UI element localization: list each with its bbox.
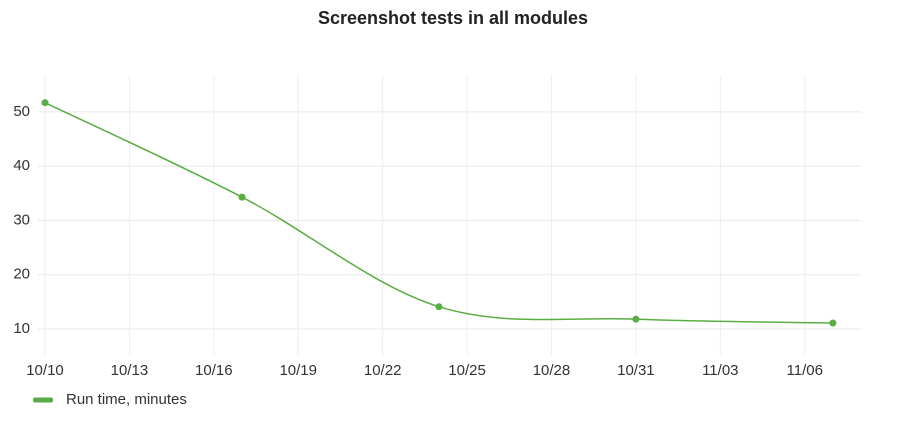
series-line <box>44 101 833 324</box>
x-tick-label: 11/03 <box>702 362 738 379</box>
y-tick-label: 10 <box>13 320 30 337</box>
legend-label: Run time, minutes <box>66 391 187 408</box>
data-point <box>435 303 443 311</box>
data-point <box>632 315 640 323</box>
legend-swatch <box>33 397 53 403</box>
y-tick-label: 40 <box>13 157 30 174</box>
x-tick-label: 10/13 <box>111 362 149 379</box>
y-tick-label: 30 <box>13 211 30 228</box>
data-point <box>829 319 837 327</box>
y-tick-label: 20 <box>13 266 30 283</box>
x-tick-label: 10/19 <box>279 362 317 379</box>
x-tick-label: 10/28 <box>533 362 571 379</box>
x-tick-label: 10/22 <box>364 362 402 379</box>
chart-title: Screenshot tests in all modules <box>318 8 588 28</box>
x-tick-label: 10/31 <box>617 362 655 379</box>
x-tick-label: 10/16 <box>195 362 233 379</box>
x-tick-label: 11/06 <box>787 362 823 379</box>
x-tick-label: 10/25 <box>448 362 486 379</box>
x-tick-label: 10/10 <box>26 362 64 379</box>
data-point <box>238 193 246 201</box>
y-tick-label: 50 <box>13 103 30 120</box>
data-point <box>41 99 49 107</box>
